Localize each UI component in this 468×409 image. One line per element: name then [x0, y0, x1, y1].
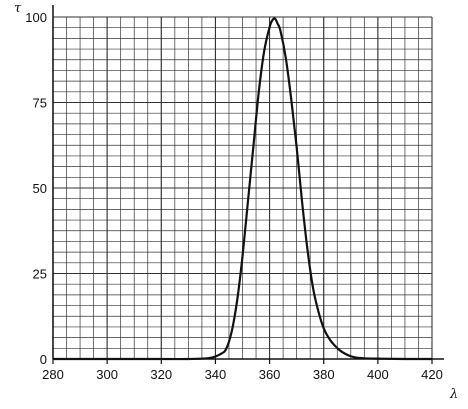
y-tick-label: 50 — [33, 181, 47, 196]
y-tick-label: 75 — [33, 96, 47, 111]
x-tick-label: 380 — [313, 367, 335, 382]
y-tick-label: 25 — [33, 267, 47, 282]
series-line — [53, 17, 433, 361]
x-axis-label: λ — [449, 387, 458, 402]
x-tick-label: 340 — [205, 367, 227, 382]
x-tick-label: 300 — [96, 367, 118, 382]
x-tick-label: 360 — [259, 367, 281, 382]
x-tick-label: 320 — [150, 367, 172, 382]
series-group — [53, 17, 433, 361]
x-tick-label: 420 — [421, 367, 443, 382]
y-axis-label: τ — [14, 1, 22, 16]
x-tick-label: 280 — [42, 367, 64, 382]
x-tick-label: 400 — [367, 367, 389, 382]
y-tick-labels: 0 25 50 75 100 — [25, 10, 47, 367]
y-tick-label: 100 — [25, 10, 47, 25]
x-tick-labels: 280 300 320 340 360 380 400 420 — [42, 367, 443, 382]
y-tick-label: 0 — [40, 352, 47, 367]
